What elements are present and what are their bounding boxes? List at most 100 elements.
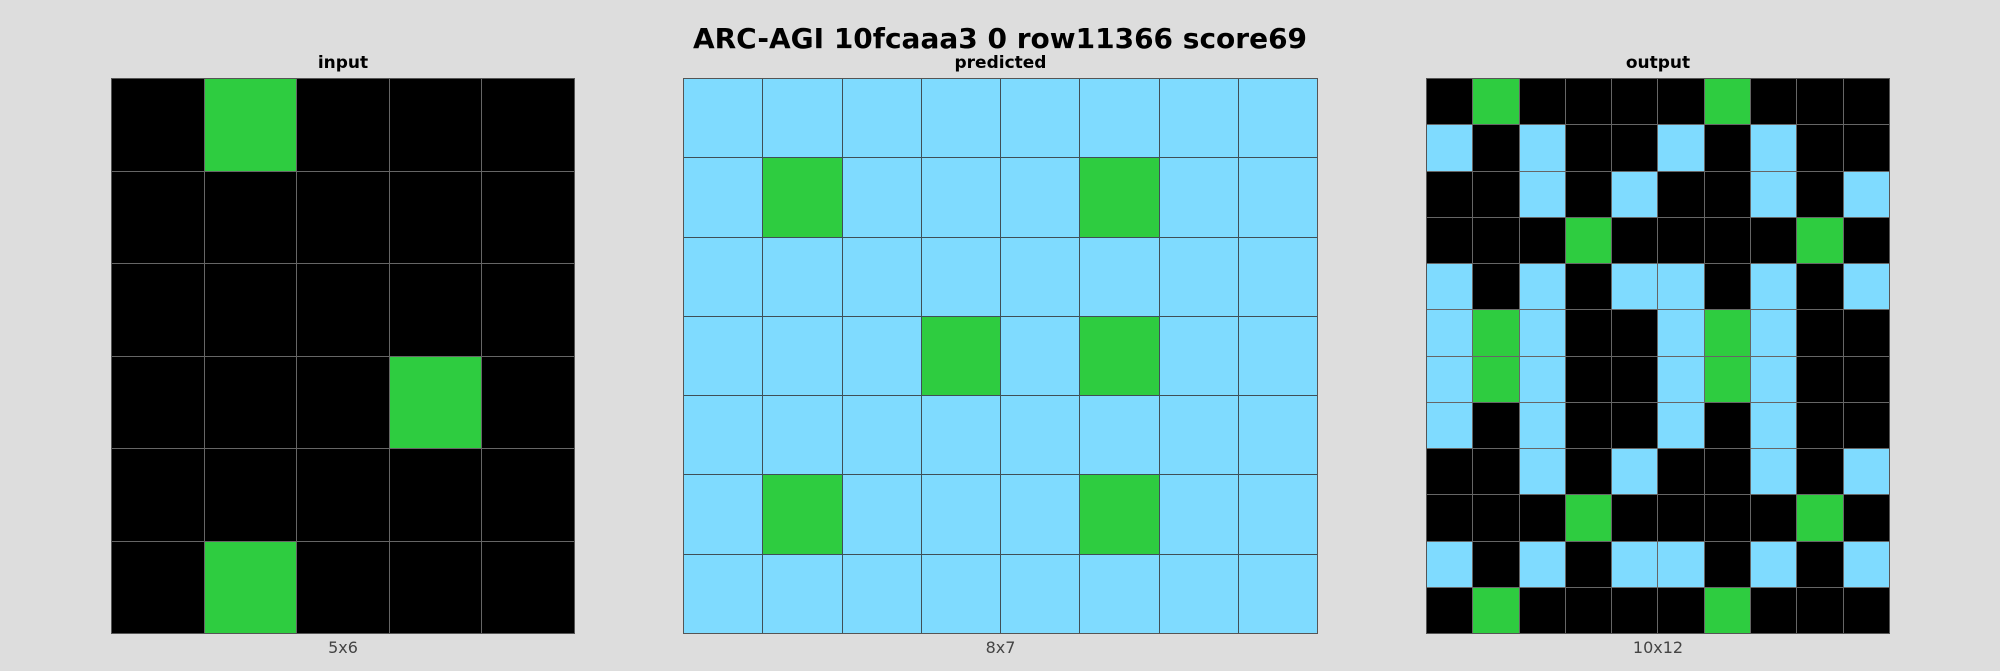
grid-cell-predicted [1080,396,1159,475]
grid-cell-output [1565,79,1612,125]
grid-cell-output [1704,402,1751,448]
grid-cell-output [1473,264,1519,310]
grid-cell-predicted [921,475,1000,554]
grid-cell-input [389,541,482,633]
grid-cell-input [112,541,204,633]
grid-cell-input [389,171,482,263]
grid-cell-predicted [1001,237,1080,316]
grid-cell-output [1658,125,1704,171]
grid-cell-input [389,356,482,448]
grid-cell-predicted [921,316,1000,396]
grid-cell-predicted [842,475,921,554]
grid-cell-output [1704,356,1751,402]
grid-cell-predicted [842,554,921,633]
grid-cell-predicted [1159,237,1238,316]
grid-cell-output [1565,171,1612,217]
grid-cell-output [1751,449,1797,495]
panel-title-input: input [317,53,369,73]
grid-cell-output [1473,217,1519,263]
grid-cell-output [1658,356,1704,402]
grid-cell-predicted [842,396,921,475]
grid-cell-output [1751,217,1797,263]
grid-cell-output [1473,125,1519,171]
figure-title: ARC-AGI 10fcaaa3 0 row11366 score69 [692,22,1308,55]
grid-predicted [683,78,1318,634]
grid-cell-predicted [1080,316,1159,396]
grid-cell-input [204,449,297,541]
grid-cell-input [204,264,297,356]
grid-cell-output [1797,449,1843,495]
grid-cell-input [297,449,389,541]
grid-cell-predicted [1001,79,1080,158]
grid-cell-output [1843,79,1889,125]
grid-cell-output [1519,541,1565,587]
grid-cell-predicted [684,79,763,158]
grid-cell-predicted [763,396,842,475]
grid-cell-input [204,79,297,171]
grid-cell-predicted [1159,475,1238,554]
grid-cell-input [297,541,389,633]
grid-cell-output [1704,495,1751,541]
grid-cell-input [482,356,574,448]
grid-cell-predicted [1238,554,1317,633]
grid-cell-output [1473,171,1519,217]
grid-cell-predicted [1159,316,1238,396]
grid-cell-input [112,264,204,356]
grid-cell-output [1751,541,1797,587]
grid-cell-input [389,449,482,541]
grid-cell-predicted [842,237,921,316]
grid-cell-output [1843,402,1889,448]
grid-cell-output [1519,495,1565,541]
grid-cell-output [1565,402,1612,448]
grid-cell-predicted [763,158,842,237]
grid-cell-output [1843,541,1889,587]
grid-cell-predicted [1080,475,1159,554]
grid-cell-output [1612,217,1658,263]
grid-cell-predicted [1159,79,1238,158]
grid-cell-output [1519,171,1565,217]
grid-cell-predicted [1238,237,1317,316]
grid-cell-predicted [842,79,921,158]
grid-cell-output [1519,587,1565,633]
grid-cell-output [1427,125,1473,171]
grid-output [1426,78,1890,634]
grid-cell-output [1427,495,1473,541]
grid-cell-predicted [1001,475,1080,554]
grid-cell-output [1797,264,1843,310]
grid-cell-input [204,541,297,633]
grid-cell-output [1612,495,1658,541]
grid-cell-output [1612,541,1658,587]
grid-cell-output [1797,310,1843,356]
grid-cell-output [1519,264,1565,310]
grid-cell-predicted [763,237,842,316]
grid-cell-output [1843,356,1889,402]
grid-cell-output [1704,79,1751,125]
grid-cell-output [1751,495,1797,541]
grid-cell-output [1473,495,1519,541]
grid-cell-predicted [684,158,763,237]
grid-cell-predicted [684,237,763,316]
grid-cell-output [1565,264,1612,310]
grid-cell-output [1797,217,1843,263]
grid-cell-predicted [763,554,842,633]
grid-cell-predicted [763,316,842,396]
grid-cell-predicted [1238,158,1317,237]
grid-cell-output [1612,171,1658,217]
grid-cell-predicted [921,237,1000,316]
grid-cell-output [1612,79,1658,125]
panel-caption-predicted: 8x7 [985,638,1016,657]
grid-cell-output [1519,217,1565,263]
grid-cell-output [1751,79,1797,125]
grid-cell-output [1473,310,1519,356]
grid-cell-output [1565,217,1612,263]
grid-cell-input [112,356,204,448]
grid-cell-output [1565,356,1612,402]
grid-cell-output [1797,171,1843,217]
grid-cell-input [297,171,389,263]
grid-cell-output [1473,79,1519,125]
grid-cell-output [1704,587,1751,633]
grid-cell-predicted [763,79,842,158]
grid-cell-output [1751,310,1797,356]
grid-cell-output [1843,217,1889,263]
